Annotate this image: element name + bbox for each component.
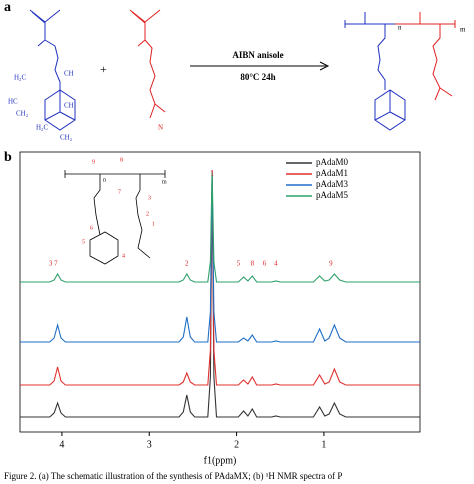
peak-label: 1	[210, 170, 214, 178]
structure-label: 5	[82, 239, 85, 245]
atom-label: H₂C	[14, 74, 26, 82]
peak-label: 9	[329, 260, 333, 268]
panel-label: a	[4, 0, 11, 15]
structure-label: 2	[146, 211, 149, 217]
legend-label: pAdaM1	[316, 168, 348, 178]
peak-label: 4	[274, 260, 278, 268]
legend-label: pAdaM0	[316, 157, 348, 167]
structure-label: 4	[122, 253, 125, 259]
polymer-subscript: n	[398, 24, 402, 32]
x-tick-label: 3	[147, 439, 152, 450]
atom-label: CH	[64, 102, 74, 110]
reaction-condition: AIBN anisole	[232, 50, 283, 60]
x-tick-label: 2	[234, 439, 239, 450]
atom-label: HC	[8, 98, 18, 106]
spectrum-line	[20, 176, 420, 418]
atom-label: CH₂	[16, 110, 29, 118]
spectrum-line	[20, 169, 420, 386]
legend-label: pAdaM5	[316, 190, 348, 200]
atom-label: CH	[64, 70, 74, 78]
spectrum-line	[20, 171, 420, 283]
atom-label: CH₂	[60, 134, 73, 142]
peak-label: 5	[237, 260, 241, 268]
peak-label: 6	[263, 260, 267, 268]
structure-label: 3	[148, 195, 151, 201]
structure-label: n	[103, 177, 106, 183]
reaction-condition: 80°C 24h	[240, 72, 275, 82]
figure-caption: Figure 2. (a) The schematic illustration…	[4, 471, 342, 481]
atom-label: H₂C	[36, 124, 48, 132]
plus-sign: +	[100, 62, 107, 76]
monomer-adma	[29, 9, 76, 131]
atom-label: N	[158, 124, 163, 132]
structure-label: m	[162, 179, 167, 185]
polymer	[344, 12, 456, 131]
peak-label: 8	[251, 260, 255, 268]
legend-label: pAdaM3	[316, 179, 348, 189]
polymer-subscript: m	[460, 26, 466, 34]
peak-label: 2	[185, 260, 189, 268]
structure-inset	[64, 170, 166, 265]
arrow-head	[319, 61, 330, 71]
monomer-dmaema	[129, 9, 166, 119]
x-tick-label: 4	[59, 439, 64, 450]
structure-label: 7	[118, 189, 121, 195]
structure-label: 1	[152, 221, 155, 227]
panel-label: b	[4, 150, 12, 165]
x-axis-label: f1(ppm)	[204, 455, 237, 466]
x-tick-label: 1	[321, 439, 326, 450]
structure-label: 8	[120, 157, 123, 163]
peak-label: 3 7	[49, 260, 58, 268]
spectrum-line	[20, 171, 420, 343]
plot-frame	[19, 151, 421, 433]
structure-label: 9	[92, 159, 95, 165]
structure-label: 6	[90, 225, 93, 231]
